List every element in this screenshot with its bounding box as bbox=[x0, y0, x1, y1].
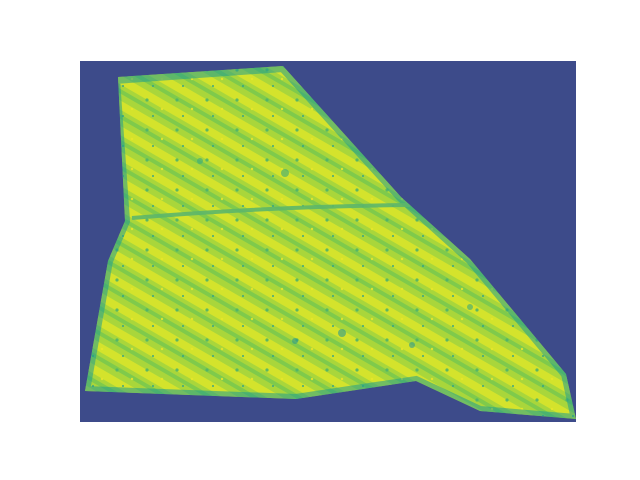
heatmap-image bbox=[80, 61, 576, 422]
division-line bbox=[131, 203, 411, 220]
